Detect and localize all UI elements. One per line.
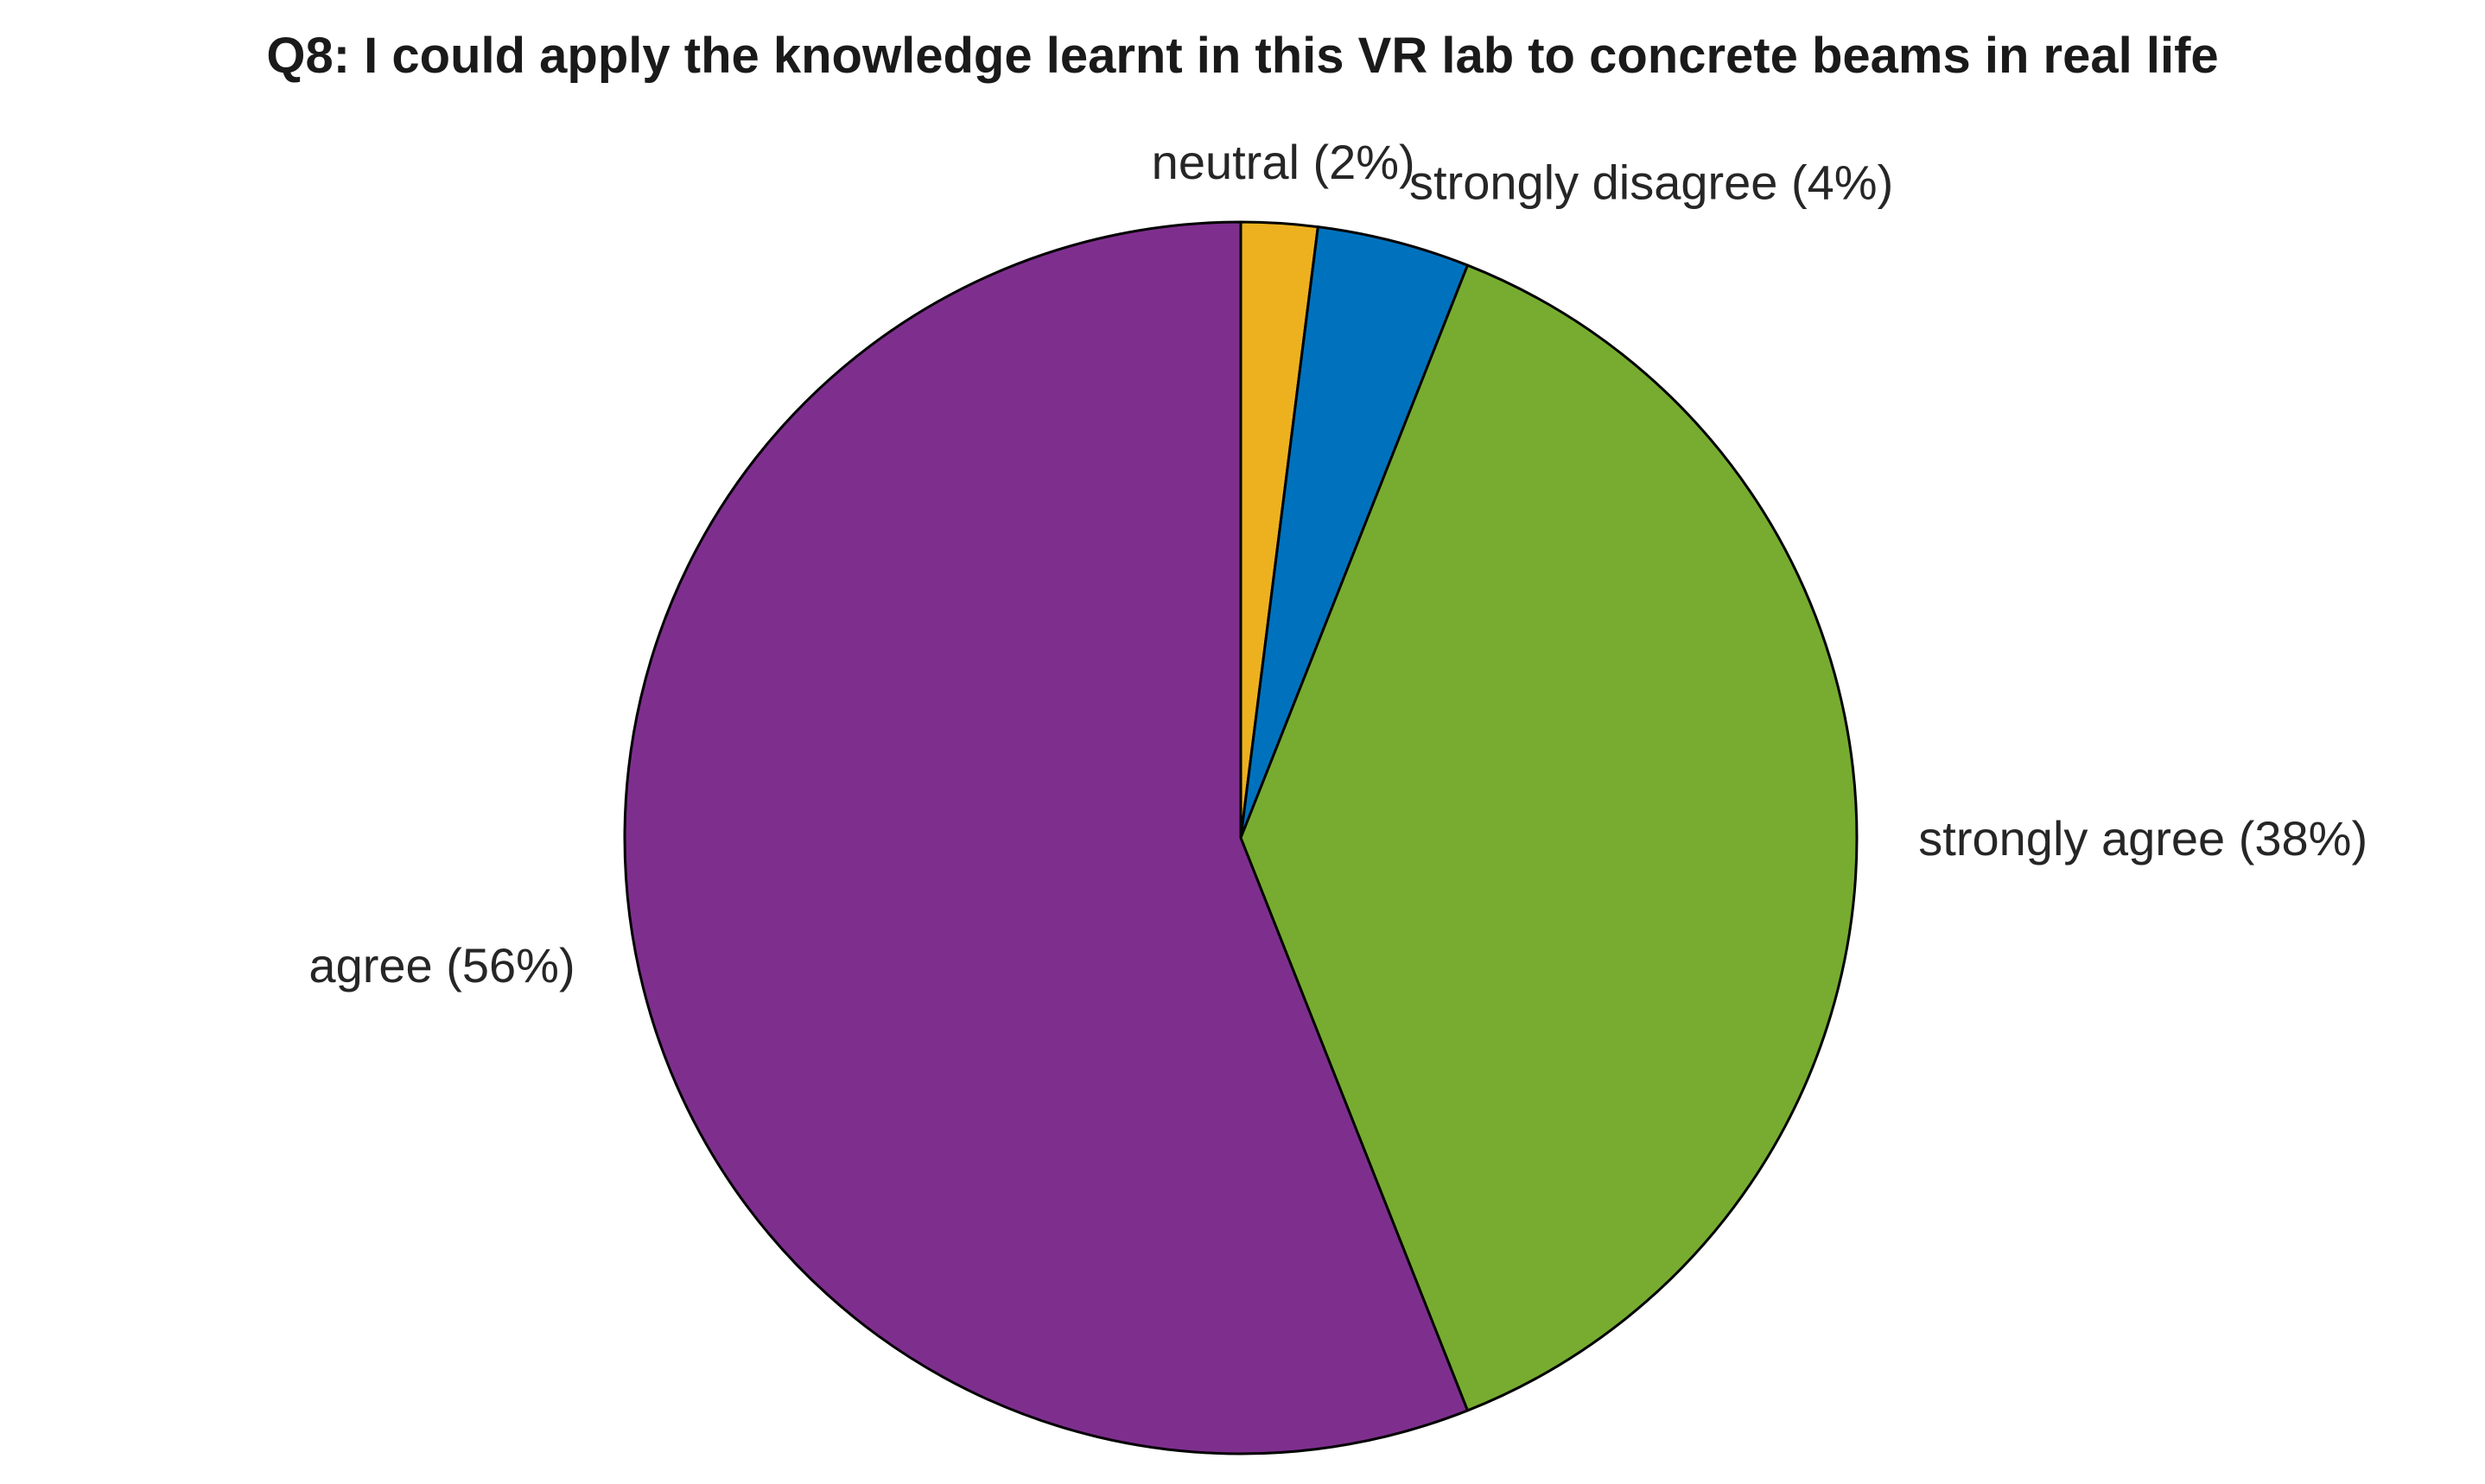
pie-slice-1 [1239,225,1469,840]
slice-label-1: strongly disagree (4%) [1409,155,1893,209]
slice-labels: neutral (2%)strongly disagree (4%) strong… [308,135,2367,993]
pie-slice-3 [623,220,1469,1455]
pie-slice-2 [1239,263,1859,1412]
chart-title: Q8: I could apply the knowledge learnt i… [266,28,2218,84]
slice-label-3: agree (56%) [308,938,575,993]
pie-slices [623,220,1859,1455]
slice-label-0: neutral (2%) [1152,135,1415,189]
slice-label-2: strongly agree (38%) [1918,811,2367,866]
